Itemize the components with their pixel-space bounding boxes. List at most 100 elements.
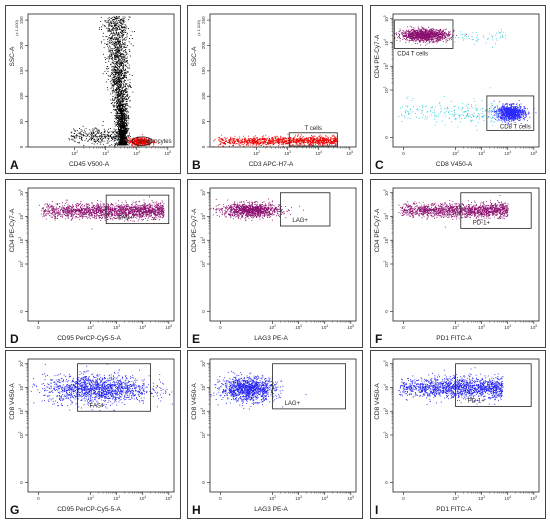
data-point bbox=[217, 137, 219, 139]
data-point bbox=[127, 79, 129, 81]
data-point bbox=[103, 47, 105, 49]
data-point bbox=[126, 142, 128, 144]
data-point bbox=[248, 135, 249, 137]
data-point bbox=[301, 139, 303, 141]
data-point bbox=[259, 140, 260, 142]
data-point bbox=[128, 97, 129, 99]
data-point bbox=[107, 137, 109, 139]
data-point bbox=[124, 118, 126, 120]
data-point bbox=[269, 141, 271, 143]
data-point bbox=[115, 56, 117, 57]
data-point bbox=[117, 23, 118, 25]
data-point bbox=[264, 143, 266, 145]
data-point bbox=[107, 27, 109, 29]
data-point bbox=[112, 62, 114, 64]
data-point bbox=[110, 53, 112, 55]
data-point bbox=[125, 137, 127, 139]
data-point bbox=[231, 138, 233, 140]
data-point bbox=[119, 62, 121, 64]
y-scale-note: (x 1,000) bbox=[14, 19, 19, 35]
data-point bbox=[126, 36, 128, 38]
data-point bbox=[226, 140, 228, 142]
data-point bbox=[326, 143, 328, 145]
data-point bbox=[120, 87, 122, 88]
data-point bbox=[101, 42, 103, 44]
data-point bbox=[124, 110, 126, 112]
data-point bbox=[247, 142, 249, 144]
data-point bbox=[117, 18, 119, 20]
data-point bbox=[75, 137, 77, 139]
data-point bbox=[103, 140, 105, 142]
data-point bbox=[113, 130, 115, 132]
data-point bbox=[114, 136, 116, 138]
data-point bbox=[111, 62, 113, 64]
data-point bbox=[123, 126, 124, 128]
data-point bbox=[248, 137, 250, 139]
data-point bbox=[122, 133, 124, 134]
data-point bbox=[109, 52, 111, 54]
data-point bbox=[80, 131, 82, 133]
data-point bbox=[116, 103, 118, 104]
data-point bbox=[121, 125, 123, 127]
data-point bbox=[120, 68, 122, 70]
data-point bbox=[117, 142, 119, 144]
y-tick-label: 50 bbox=[201, 119, 206, 125]
data-point bbox=[327, 136, 329, 138]
data-point bbox=[118, 59, 120, 61]
data-point bbox=[114, 18, 116, 20]
data-point bbox=[84, 131, 86, 133]
data-point bbox=[292, 139, 293, 141]
data-point bbox=[247, 139, 249, 141]
data-point bbox=[121, 30, 123, 32]
data-point bbox=[109, 41, 111, 43]
data-point bbox=[116, 19, 117, 21]
data-point bbox=[119, 37, 121, 39]
data-point bbox=[262, 138, 263, 140]
data-point bbox=[120, 91, 122, 93]
data-point bbox=[117, 25, 119, 27]
data-point bbox=[290, 142, 292, 144]
data-point bbox=[120, 45, 122, 47]
data-point bbox=[129, 100, 131, 102]
data-point bbox=[124, 72, 125, 74]
data-point bbox=[115, 28, 117, 30]
data-point bbox=[121, 56, 123, 58]
data-point bbox=[117, 102, 118, 103]
data-point bbox=[119, 126, 121, 128]
data-point bbox=[121, 87, 123, 89]
data-point bbox=[320, 137, 322, 139]
data-point bbox=[232, 140, 234, 142]
data-point bbox=[117, 69, 119, 71]
data-point bbox=[279, 140, 281, 142]
data-point bbox=[124, 90, 126, 92]
data-point bbox=[118, 47, 120, 49]
data-point bbox=[113, 22, 115, 24]
data-point bbox=[108, 23, 110, 25]
data-point bbox=[244, 138, 246, 139]
data-point bbox=[398, 31, 400, 33]
data-point bbox=[119, 131, 121, 133]
data-point bbox=[116, 101, 118, 103]
data-point bbox=[124, 32, 126, 34]
data-point bbox=[121, 134, 123, 136]
data-point bbox=[118, 128, 119, 129]
data-point bbox=[285, 140, 287, 142]
data-point bbox=[118, 92, 120, 93]
data-point bbox=[120, 74, 122, 75]
data-point bbox=[275, 139, 277, 141]
data-point bbox=[256, 140, 258, 142]
data-point bbox=[127, 62, 129, 64]
data-point bbox=[112, 48, 114, 50]
data-point bbox=[120, 52, 122, 54]
data-point bbox=[116, 55, 118, 57]
data-point bbox=[123, 90, 125, 92]
data-point bbox=[120, 60, 122, 62]
data-point bbox=[115, 23, 117, 25]
data-point bbox=[92, 132, 93, 134]
data-point bbox=[114, 16, 116, 18]
data-point bbox=[107, 43, 109, 45]
data-point bbox=[114, 125, 116, 127]
data-point bbox=[224, 137, 225, 139]
data-point bbox=[117, 49, 119, 51]
data-point bbox=[320, 136, 321, 138]
